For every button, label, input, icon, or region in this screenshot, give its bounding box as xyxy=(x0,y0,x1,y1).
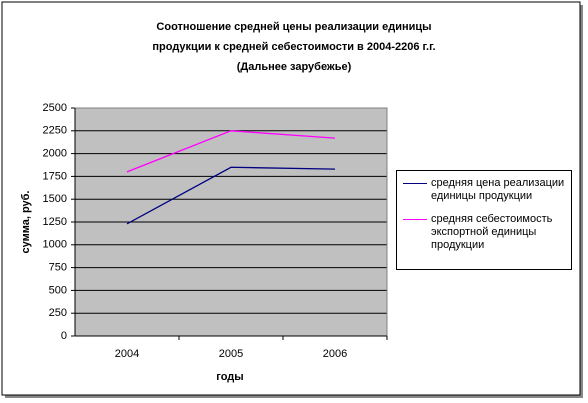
legend: средняя цена реализации единицы продукци… xyxy=(396,170,572,270)
title-line: (Дальнее зарубежье) xyxy=(237,61,352,73)
legend-swatch xyxy=(403,219,427,220)
legend-entry: средняя себестоимость экспортной единицы… xyxy=(397,213,567,252)
chart-title: Соотношение средней цены реализации един… xyxy=(152,21,435,73)
series-line xyxy=(126,130,336,173)
legend-label: средняя цена реализации единицы продукци… xyxy=(431,177,565,202)
y-tick-label: 250 xyxy=(49,307,67,319)
legend-swatch xyxy=(403,183,427,184)
title-line: продукции к средней себестоимости в 2004… xyxy=(152,41,435,53)
legend-label: средняя себестоимость экспортной единицы… xyxy=(431,213,553,251)
y-tick-label: 1750 xyxy=(43,170,67,182)
y-tick-label: 0 xyxy=(61,330,67,342)
y-tick-label: 500 xyxy=(49,284,67,296)
x-tick-label: 2005 xyxy=(219,348,243,360)
x-axis-label: годы xyxy=(216,371,243,383)
y-tick-label: 2250 xyxy=(43,125,67,137)
legend-entry: средняя цена реализации единицы продукци… xyxy=(397,177,567,203)
y-tick-label: 1250 xyxy=(43,216,67,228)
y-tick-label: 1500 xyxy=(43,193,67,205)
y-tick-label: 2500 xyxy=(43,102,67,114)
x-tick-label: 2006 xyxy=(323,348,347,360)
y-axis-label: сумма, руб. xyxy=(20,191,32,254)
y-tick-label: 750 xyxy=(49,262,67,274)
x-tick-label: 2004 xyxy=(115,348,139,360)
y-tick-label: 2000 xyxy=(43,148,67,160)
title-line: Соотношение средней цены реализации един… xyxy=(156,21,431,33)
series-line xyxy=(126,166,336,225)
y-tick-label: 1000 xyxy=(43,239,67,251)
